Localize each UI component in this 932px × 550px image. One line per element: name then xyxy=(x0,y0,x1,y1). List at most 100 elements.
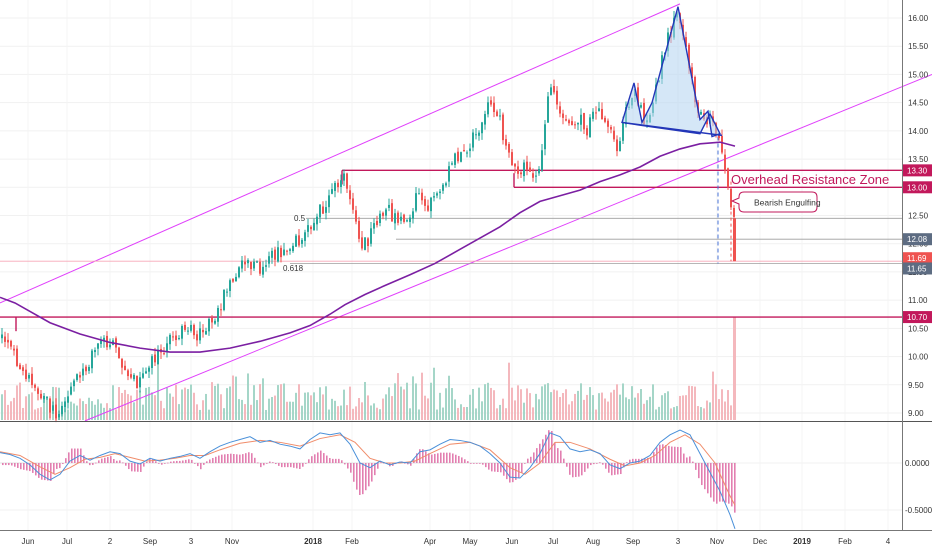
volume-bar xyxy=(136,390,138,420)
macd-histogram-bar xyxy=(113,459,115,463)
volume-bar xyxy=(166,388,168,420)
volume-bar xyxy=(373,403,375,420)
candle-body xyxy=(304,232,306,241)
volume-bar xyxy=(655,409,657,420)
volume-bar xyxy=(496,408,498,420)
volume-bar xyxy=(595,410,597,420)
macd-histogram-bar xyxy=(212,458,214,463)
candle-body xyxy=(535,176,537,177)
volume-bar xyxy=(10,401,12,420)
volume-bar xyxy=(493,390,495,420)
volume-bar xyxy=(610,392,612,420)
volume-bar xyxy=(730,405,732,420)
candle-body xyxy=(397,213,399,223)
candle-body xyxy=(139,377,141,387)
volume-bar xyxy=(283,384,285,420)
macd-histogram-bar xyxy=(206,461,208,463)
macd-histogram-bar xyxy=(578,463,580,477)
macd-histogram-bar xyxy=(344,463,346,464)
volume-bar xyxy=(667,391,669,420)
macd-histogram-bar xyxy=(590,463,592,465)
candle-body xyxy=(328,195,330,207)
candle-body xyxy=(124,366,126,370)
volume-bar xyxy=(184,388,186,420)
volume-bar xyxy=(286,402,288,420)
candle-body xyxy=(376,221,378,225)
candle-body xyxy=(499,115,501,116)
price-tick-label: 15.50 xyxy=(908,42,929,51)
volume-bar xyxy=(433,368,435,420)
volume-bar xyxy=(181,389,183,420)
volume-bar xyxy=(148,387,150,420)
macd-histogram-bar xyxy=(146,462,148,463)
volume-bar xyxy=(127,394,129,420)
macd-histogram-bar xyxy=(425,451,427,463)
macd-histogram-bar xyxy=(575,463,577,477)
volume-bar xyxy=(697,406,699,420)
macd-histogram-bar xyxy=(680,447,682,463)
volume-bar xyxy=(718,399,720,420)
volume-bar xyxy=(400,387,402,420)
candle-body xyxy=(145,371,147,373)
time-tick-label: May xyxy=(462,537,477,546)
macd-histogram-bar xyxy=(122,462,124,463)
macd-histogram-bar xyxy=(599,462,601,463)
volume-bar xyxy=(640,389,642,420)
volume-bar xyxy=(349,387,351,420)
volume-bar xyxy=(562,393,564,420)
volume-bar xyxy=(460,404,462,420)
candle-body xyxy=(448,166,450,181)
volume-bar xyxy=(208,410,210,420)
candle-body xyxy=(496,111,498,116)
macd-histogram-bar xyxy=(275,463,277,464)
volume-bar xyxy=(25,396,27,420)
volume-bar xyxy=(154,395,156,420)
candle-body xyxy=(283,250,285,255)
volume-bar xyxy=(145,388,147,420)
macd-histogram-bar xyxy=(488,463,490,470)
volume-bar xyxy=(688,386,690,420)
volume-bar xyxy=(397,373,399,420)
candle-body xyxy=(205,331,207,334)
price-tick-label: 12.50 xyxy=(908,212,929,221)
volume-bar xyxy=(463,407,465,420)
volume-bar xyxy=(484,384,486,420)
volume-bar xyxy=(37,408,39,420)
macd-histogram-bar xyxy=(314,454,316,463)
candle-body xyxy=(487,102,489,114)
macd-histogram-bar xyxy=(689,456,691,463)
volume-bar xyxy=(289,402,291,420)
volume-bar xyxy=(91,401,93,420)
volume-bar xyxy=(310,395,312,420)
candle-body xyxy=(97,343,99,348)
volume-bar xyxy=(352,409,354,420)
volume-bar xyxy=(532,407,534,420)
macd-histogram-bar xyxy=(236,454,238,463)
candle-body xyxy=(367,238,369,246)
volume-bar xyxy=(142,405,144,420)
candle-body xyxy=(727,168,729,187)
volume-bar xyxy=(364,382,366,420)
candle-body xyxy=(406,220,408,221)
macd-histogram-bar xyxy=(674,447,676,463)
macd-histogram-bar xyxy=(203,463,205,465)
volume-bar xyxy=(517,385,519,420)
volume-bar xyxy=(130,396,132,420)
candle-body xyxy=(352,198,354,209)
volume-bar xyxy=(280,384,282,420)
volume-bar xyxy=(322,394,324,420)
candle-body xyxy=(64,401,66,407)
volume-bar xyxy=(454,399,456,420)
macd-histogram-bar xyxy=(593,463,595,464)
time-tick-label: Apr xyxy=(424,537,437,546)
time-tick-label: Sep xyxy=(143,537,158,546)
macd-histogram-bar xyxy=(14,463,16,467)
candle-body xyxy=(88,367,90,371)
macd-histogram-bar xyxy=(560,451,562,463)
candle-body xyxy=(607,121,609,127)
candle-body xyxy=(385,209,387,215)
price-tick-label: 9.00 xyxy=(908,409,924,418)
macd-histogram-bar xyxy=(116,461,118,463)
macd-histogram-bar xyxy=(257,462,259,463)
